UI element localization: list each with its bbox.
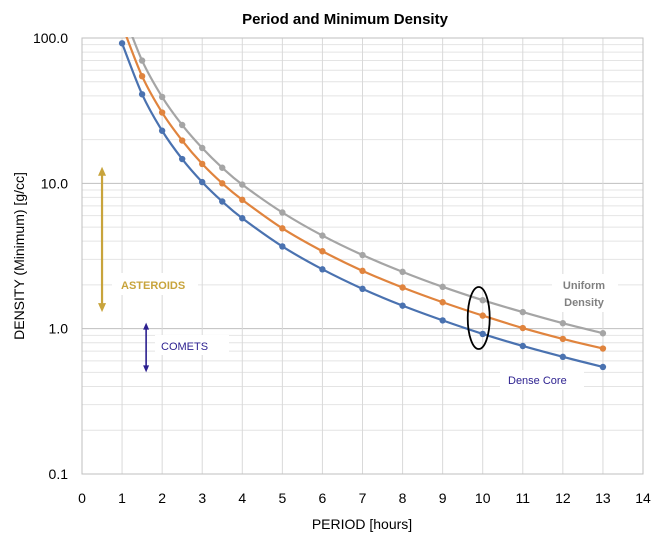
- asteroids-label: ASTEROIDS: [121, 280, 185, 292]
- x-tick-label: 9: [439, 490, 447, 506]
- x-tick-label: 5: [278, 490, 286, 506]
- dense-core-label: Dense Core: [508, 375, 567, 387]
- comets-arrowhead-up: [143, 322, 150, 330]
- data-point: [239, 181, 246, 188]
- data-point: [479, 296, 486, 304]
- data-point: [178, 121, 186, 129]
- dense-core-label-bg: [500, 370, 584, 390]
- asteroids-arrowhead-up: [98, 166, 107, 176]
- x-tick-label: 3: [198, 490, 206, 506]
- y-axis-label: DENSITY (Minimum) [g/cc]: [11, 172, 27, 340]
- x-axis-label: PERIOD [hours]: [312, 516, 412, 532]
- x-tick-label: 14: [635, 490, 651, 506]
- chart-title: Period and Minimum Density: [242, 11, 449, 28]
- series-line: [121, 42, 604, 369]
- comets-arrowhead-down: [143, 365, 150, 373]
- data-point: [479, 312, 486, 319]
- uniform-label-line1: Uniform: [563, 280, 605, 292]
- data-point: [319, 232, 326, 239]
- data-point: [239, 215, 246, 222]
- data-point: [118, 40, 126, 47]
- x-tick-label: 4: [238, 490, 246, 506]
- y-tick-label: 100.0: [33, 30, 68, 46]
- data-point: [519, 308, 526, 316]
- asteroids-label-bg: [112, 273, 198, 295]
- data-point: [359, 267, 366, 275]
- data-point: [158, 109, 166, 116]
- data-point: [519, 324, 526, 332]
- plot-border: [81, 37, 644, 475]
- uniform-label-bg: [552, 274, 618, 312]
- data-point: [439, 299, 446, 306]
- data-point: [279, 225, 286, 232]
- data-point: [178, 137, 186, 144]
- x-tick-label: 10: [475, 490, 491, 506]
- data-point: [559, 320, 567, 327]
- data-point: [178, 155, 186, 163]
- data-point: [319, 248, 326, 255]
- data-point: [559, 353, 567, 361]
- data-point: [219, 180, 226, 187]
- data-point: [399, 302, 406, 309]
- data-point: [158, 93, 166, 101]
- data-point: [138, 72, 146, 80]
- x-tick-label: 1: [118, 490, 126, 506]
- data-point: [359, 251, 366, 259]
- data-point: [239, 196, 246, 204]
- data-point: [439, 283, 446, 291]
- asteroids-arrowhead-down: [98, 303, 107, 313]
- data-point: [599, 345, 607, 352]
- data-point: [279, 209, 286, 216]
- comets-label: COMETS: [161, 341, 208, 353]
- data-point: [199, 160, 206, 168]
- x-tick-label: 8: [399, 490, 407, 506]
- data-point: [399, 268, 406, 276]
- y-tick-label: 1.0: [49, 321, 69, 337]
- data-point: [559, 335, 567, 343]
- data-point: [599, 363, 607, 371]
- series-2: [125, 37, 607, 352]
- x-tick-label: 12: [555, 490, 571, 506]
- x-tick-label: 11: [516, 490, 531, 506]
- data-point: [479, 330, 486, 338]
- comets-label-bg: [155, 335, 229, 355]
- data-point: [519, 342, 526, 350]
- series-3: [131, 37, 607, 337]
- x-tick-label: 6: [319, 490, 327, 506]
- annotation-layer: ASTEROIDS COMETS Uniform Density Dense Core: [98, 166, 618, 390]
- data-point: [599, 330, 607, 337]
- data-point: [138, 91, 146, 98]
- x-tick-label: 2: [158, 490, 166, 506]
- series-layer: [118, 37, 607, 371]
- data-point: [279, 243, 286, 250]
- series-line: [131, 37, 604, 335]
- data-point: [439, 317, 446, 324]
- y-tick-label: 0.1: [49, 466, 69, 482]
- data-point: [359, 285, 366, 293]
- x-tick-label: 7: [359, 490, 367, 506]
- data-point: [319, 266, 326, 273]
- x-axis-ticks: 0 1 2 3 4 5 6 7 8 9 10 11 12 13 14: [78, 490, 651, 506]
- y-tick-label: 10.0: [41, 175, 68, 191]
- data-point: [158, 127, 166, 134]
- uniform-label-line2: Density: [564, 297, 605, 309]
- x-tick-label: 13: [595, 490, 611, 506]
- data-point: [399, 284, 406, 291]
- data-point: [138, 57, 146, 64]
- highlight-ellipse: [466, 286, 491, 350]
- series-line: [125, 37, 604, 350]
- data-point: [199, 144, 206, 152]
- series-1: [118, 40, 607, 371]
- plot-frame: [81, 37, 644, 475]
- x-tick-label: 0: [78, 490, 86, 506]
- y-axis-ticks: 100.0 10.0 1.0 0.1: [33, 30, 68, 482]
- data-point: [219, 198, 226, 205]
- data-point: [219, 164, 226, 171]
- data-point: [199, 178, 206, 186]
